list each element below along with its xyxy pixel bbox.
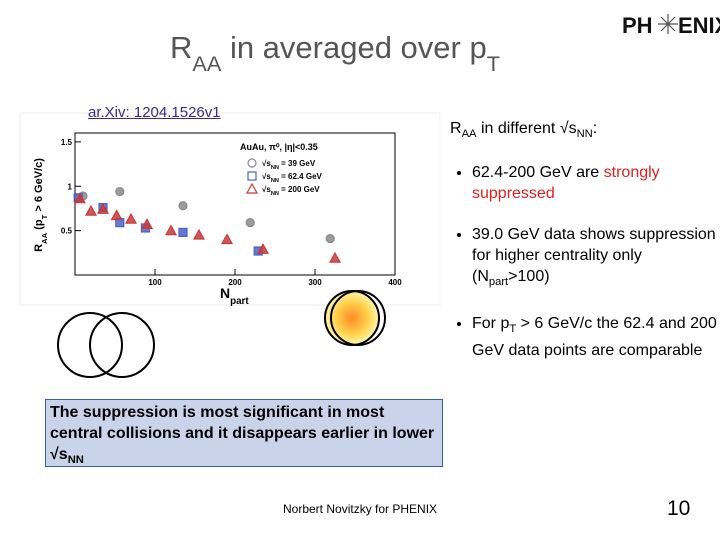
bullet-text: 62.4-200 GeV are: [472, 164, 604, 181]
conclusion-box: The suppression is most significant in m…: [45, 399, 443, 467]
y-axis-label: RAA (pT > 6 GeV/c): [33, 158, 49, 252]
legend-marker: [245, 182, 259, 194]
text-run: T: [509, 323, 517, 336]
text-run: For p: [472, 315, 510, 333]
collision-circle: [89, 312, 155, 378]
bullet: For pT > 6 GeV/c the 62.4 and 200 GeV da…: [472, 313, 720, 361]
text-run: >100): [508, 268, 550, 285]
slide-title: RAA in averaged over pT: [170, 30, 500, 76]
text-run: √s: [262, 185, 271, 194]
x-tick-label: 300: [308, 278, 322, 287]
text-run: in different √s: [476, 120, 577, 137]
text-run: T: [487, 51, 500, 76]
text-run: = 200 GeV: [279, 185, 320, 194]
page-number: 10: [667, 497, 691, 520]
logo-flower: [658, 14, 678, 34]
right-heading: RAA in different √sNN:: [450, 120, 597, 140]
legend-label: √sNN = 39 GeV: [262, 159, 316, 171]
legend-title: AuAu, π⁰, |η|<0.35: [240, 142, 318, 152]
data-point: [115, 186, 125, 197]
data-point: [84, 204, 98, 216]
text-run: part: [488, 276, 509, 289]
text-run: NN: [271, 165, 279, 171]
logo-right: ENIX: [678, 13, 720, 38]
text-run: T: [40, 214, 49, 219]
data-point: [192, 228, 206, 240]
y-tick-label: 0.5: [61, 227, 73, 236]
legend-label: √sNN = 200 GeV: [262, 185, 320, 197]
text-run: AA: [40, 232, 49, 244]
x-tick-label: 100: [148, 278, 162, 287]
text-run: NN: [576, 128, 593, 141]
data-point: [325, 234, 335, 244]
reference-link[interactable]: ar.Xiv: 1204.1526v1: [88, 104, 221, 121]
text-run: (p: [33, 219, 45, 233]
plot: 100 200 300 400 0.5 1 1.5 Npart RAA (pT > 6 GeV/…: [33, 132, 402, 307]
text-run: part: [230, 296, 249, 307]
text-run: = 39 GeV: [279, 159, 316, 168]
text-run: 39.0 GeV data shows suppression for high…: [472, 226, 716, 285]
text-run: NN: [67, 454, 84, 467]
text-run: in averaged over p: [221, 30, 486, 65]
data-point: [245, 218, 255, 228]
text-run: > 6 GeV/c): [33, 158, 45, 215]
data-point: [220, 233, 234, 245]
data-point: [110, 209, 123, 221]
collision-circle: [330, 290, 386, 346]
x-tick-label: 400: [388, 278, 402, 287]
text-run: > 6 GeV/c the 62.4 and 200 GeV data poin…: [472, 315, 717, 360]
bullet-list: 62.4-200 GeV are strongly suppressed 39.…: [450, 162, 720, 381]
data-point: [96, 203, 110, 214]
text-run: NN: [271, 191, 279, 197]
legend-label: √sNN = 62.4 GeV: [262, 172, 323, 184]
x-tick-label: 200: [228, 278, 242, 287]
data-point: [164, 224, 178, 236]
text-run: AA: [461, 128, 477, 141]
x-axis-label: Npart: [220, 285, 249, 307]
data-point: [178, 201, 188, 211]
text-run: The suppression is most significant in m…: [50, 404, 435, 463]
text-run: √s: [262, 172, 271, 181]
data-point: [124, 212, 138, 224]
y-tick-label: 1: [68, 182, 73, 191]
text-run: = 62.4 GeV: [279, 172, 323, 181]
footer: Norbert Novitzky for PHENIX: [283, 502, 438, 516]
logo-left: PH: [622, 13, 653, 38]
data-point: [328, 251, 342, 263]
text-run: :: [592, 120, 598, 137]
text-run: NN: [271, 178, 279, 184]
data-point: [256, 243, 270, 254]
text-run: R: [170, 30, 192, 65]
data-point: [178, 227, 188, 237]
data-point: [73, 192, 86, 204]
text-run: R: [33, 244, 45, 252]
collision-circle: [57, 312, 123, 378]
text-run: N: [220, 285, 230, 301]
bullet-highlight: strongly suppressed: [472, 164, 660, 202]
data-point: [140, 218, 154, 230]
text-run: √s: [262, 159, 271, 168]
bullet: 39.0 GeV data shows suppression for high…: [472, 224, 720, 293]
text-run: R: [450, 120, 462, 137]
legend-marker: [247, 171, 257, 181]
legend-marker: [247, 158, 257, 168]
figure-background: [19, 112, 441, 306]
text-run: AA: [192, 51, 221, 76]
bullet: 62.4-200 GeV are strongly suppressed: [472, 162, 720, 204]
collision-circle: [324, 290, 380, 346]
y-tick-label: 1.5: [61, 138, 73, 147]
